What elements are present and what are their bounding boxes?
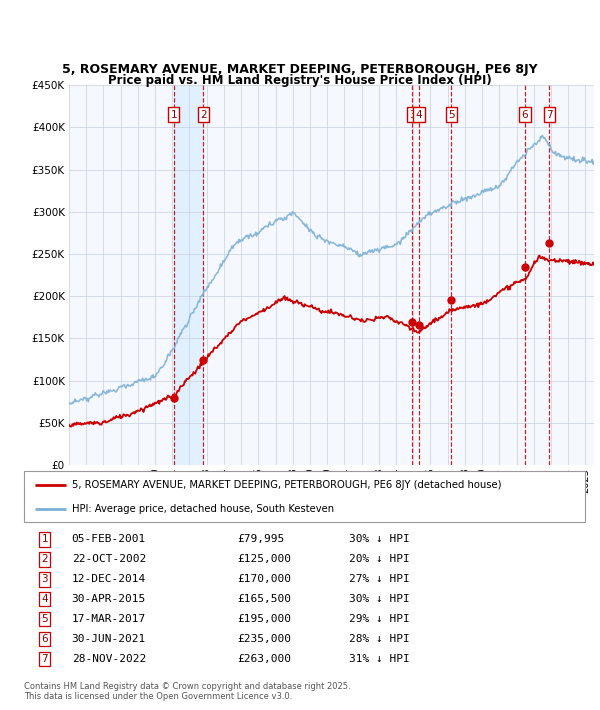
Text: 28-NOV-2022: 28-NOV-2022 [71,654,146,664]
Text: 30% ↓ HPI: 30% ↓ HPI [349,535,410,545]
Text: HPI: Average price, detached house, South Kesteven: HPI: Average price, detached house, Sout… [71,504,334,514]
Text: 5: 5 [448,110,455,120]
Text: 12-DEC-2014: 12-DEC-2014 [71,574,146,584]
Text: 1: 1 [170,110,177,120]
Text: 7: 7 [546,110,553,120]
Text: 28% ↓ HPI: 28% ↓ HPI [349,634,410,644]
Text: 7: 7 [41,654,48,664]
Text: 1: 1 [41,535,48,545]
Text: 29% ↓ HPI: 29% ↓ HPI [349,614,410,624]
Text: £195,000: £195,000 [237,614,291,624]
Text: 27% ↓ HPI: 27% ↓ HPI [349,574,410,584]
Text: 17-MAR-2017: 17-MAR-2017 [71,614,146,624]
Text: 4: 4 [41,594,48,604]
Bar [174,85,203,465]
Text: 30% ↓ HPI: 30% ↓ HPI [349,594,410,604]
Text: 5, ROSEMARY AVENUE, MARKET DEEPING, PETERBOROUGH, PE6 8JY: 5, ROSEMARY AVENUE, MARKET DEEPING, PETE… [62,63,538,76]
Text: 05-FEB-2001: 05-FEB-2001 [71,535,146,545]
Text: £235,000: £235,000 [237,634,291,644]
Text: Price paid vs. HM Land Registry's House Price Index (HPI): Price paid vs. HM Land Registry's House … [108,74,492,87]
Text: 5, ROSEMARY AVENUE, MARKET DEEPING, PETERBOROUGH, PE6 8JY (detached house): 5, ROSEMARY AVENUE, MARKET DEEPING, PETE… [71,480,501,490]
Text: £165,500: £165,500 [237,594,291,604]
Text: 3: 3 [409,110,416,120]
Text: 2: 2 [41,555,48,564]
Text: £79,995: £79,995 [237,535,284,545]
Text: £263,000: £263,000 [237,654,291,664]
Text: 30-APR-2015: 30-APR-2015 [71,594,146,604]
Text: £170,000: £170,000 [237,574,291,584]
Text: 22-OCT-2002: 22-OCT-2002 [71,555,146,564]
Text: £125,000: £125,000 [237,555,291,564]
Text: 3: 3 [41,574,48,584]
Text: 6: 6 [521,110,528,120]
Text: 20% ↓ HPI: 20% ↓ HPI [349,555,410,564]
Text: 6: 6 [41,634,48,644]
Text: Contains HM Land Registry data © Crown copyright and database right 2025.
This d: Contains HM Land Registry data © Crown c… [24,682,350,701]
Text: 4: 4 [416,110,422,120]
Text: 5: 5 [41,614,48,624]
Text: 2: 2 [200,110,207,120]
Text: 31% ↓ HPI: 31% ↓ HPI [349,654,410,664]
Text: 30-JUN-2021: 30-JUN-2021 [71,634,146,644]
